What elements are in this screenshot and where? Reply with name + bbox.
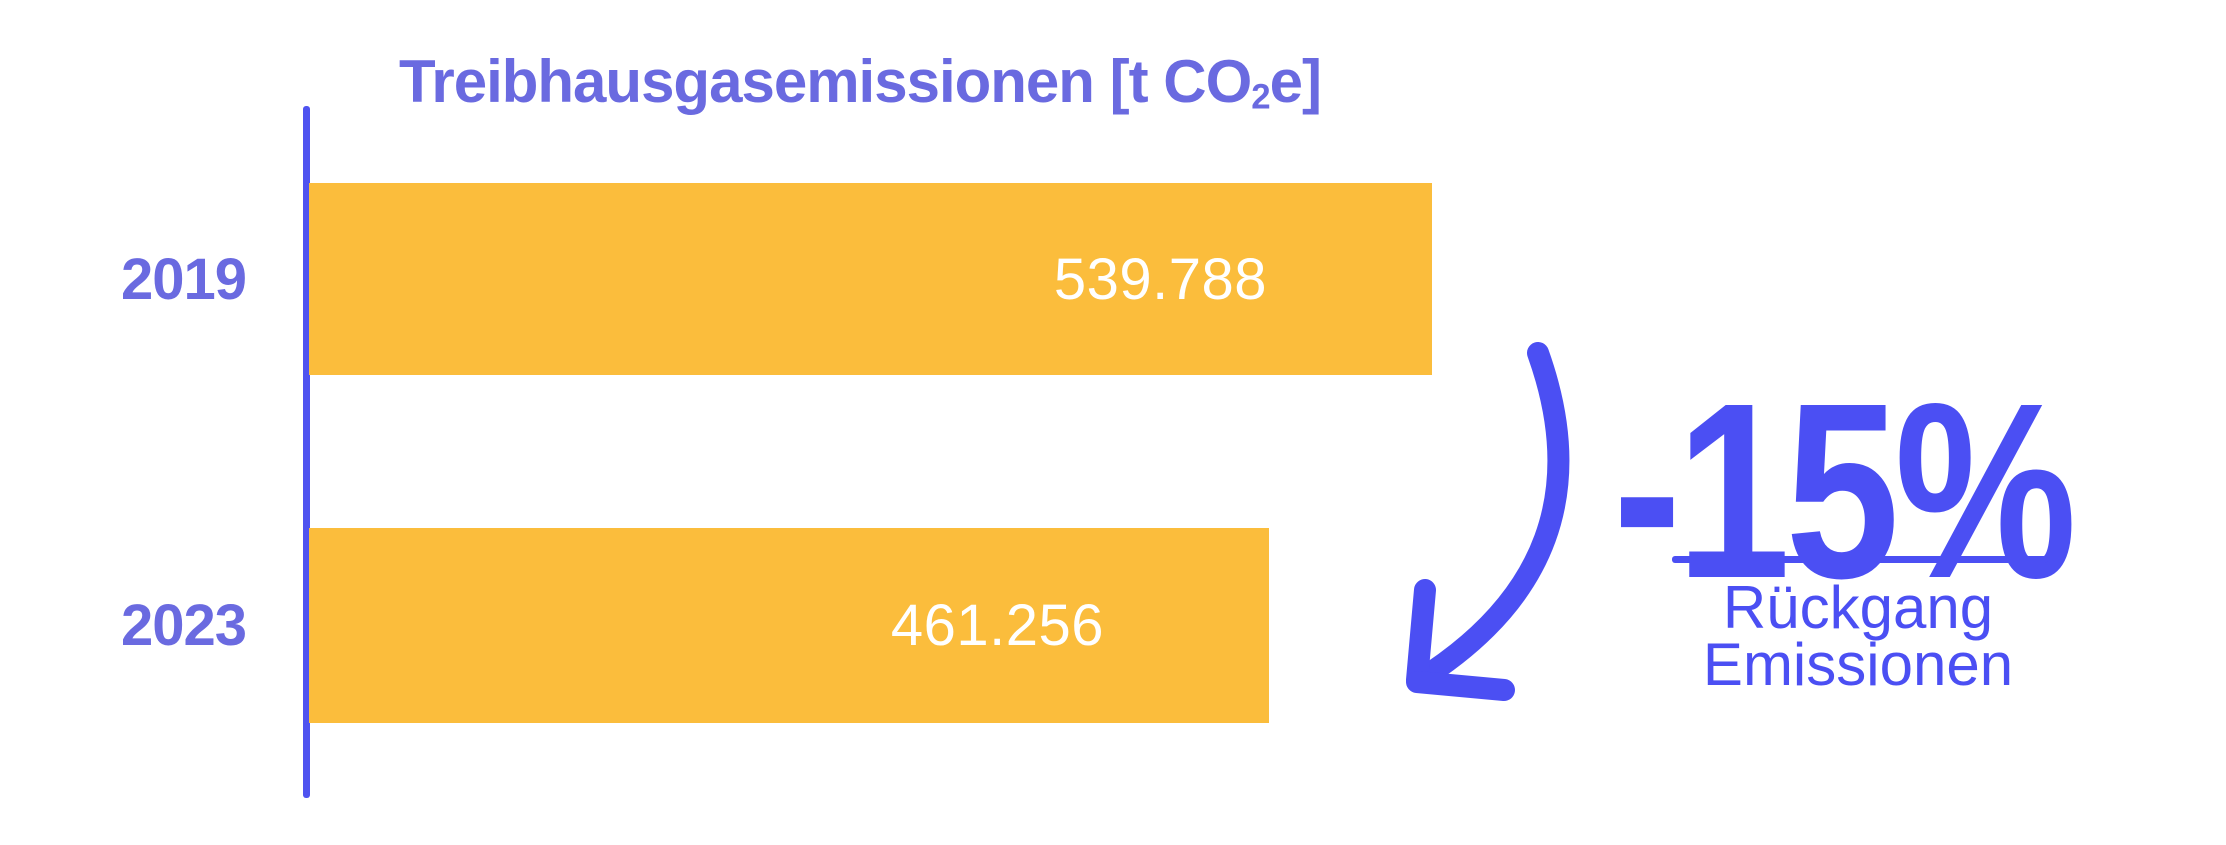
y-axis-line	[303, 106, 310, 798]
divider-line	[1672, 556, 2048, 563]
axis-label-2019: 2019	[120, 246, 247, 312]
bar-2019-value-label: 539.788	[1053, 246, 1267, 312]
bar-2019: 539.788	[309, 183, 1432, 375]
chart-title-main: Treibhausgasemissionen [t CO	[399, 48, 1252, 115]
axis-label-2023: 2023	[120, 593, 247, 658]
bar-2023: 461.256	[309, 528, 1269, 723]
chart-title: Treibhausgasemissionen [t CO2e]	[330, 52, 1390, 127]
arrowhead-upper-stroke	[1406, 579, 1436, 691]
delta-percent-label: -15%	[1613, 351, 2077, 630]
caption-line-2: Emissionen	[1702, 631, 2014, 698]
arrow-shaft	[1407, 342, 1570, 692]
bar-2023-value-label: 461.256	[890, 593, 1104, 658]
annotation-caption: Rückgang Emissionen	[1558, 574, 2158, 698]
chart-title-subscript: 2	[1251, 77, 1270, 117]
chart-title-tail: e]	[1269, 48, 1322, 115]
caption-line-1: Rückgang	[1722, 574, 1994, 641]
arrowhead-lower-stroke	[1406, 671, 1515, 701]
